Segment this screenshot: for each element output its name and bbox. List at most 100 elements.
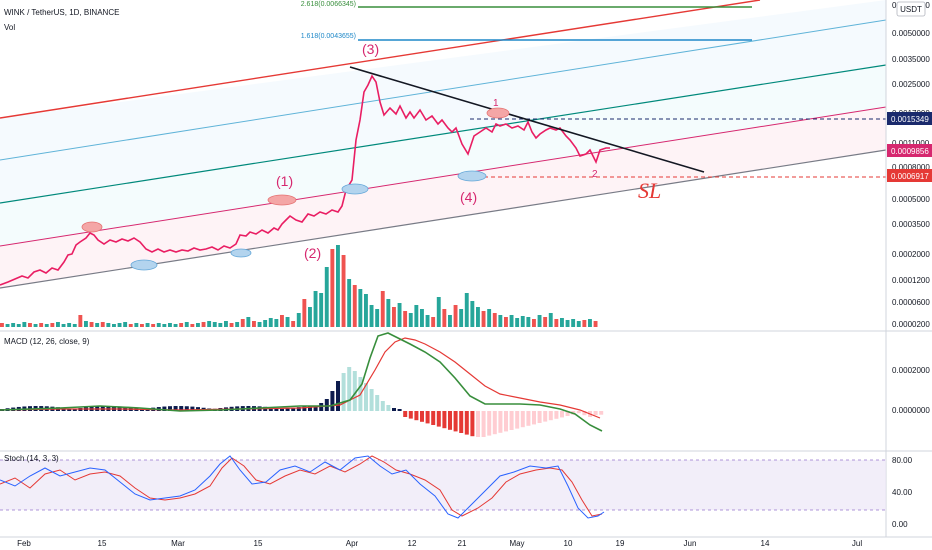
volume-bar — [240, 319, 245, 327]
volume-bar — [252, 321, 256, 327]
wave-3-label: (3) — [362, 41, 379, 57]
descending-trendline[interactable] — [349, 66, 705, 173]
time-axis-label: 21 — [458, 539, 467, 548]
volume-bar — [358, 289, 363, 327]
macd-histogram-bar — [341, 373, 346, 411]
volume-legend[interactable]: Vol — [4, 23, 15, 32]
volume-bar — [425, 315, 430, 327]
channel-fill-lower — [0, 107, 886, 288]
price-axis-label: 0.0002000 — [892, 250, 930, 259]
volume-bar — [173, 324, 178, 327]
symbol-title[interactable]: WINK / TetherUS, 1D, BINANCE — [4, 8, 119, 17]
volume-bar — [22, 322, 27, 327]
price-tag-label: 0.0006917 — [891, 172, 929, 181]
volume-bar — [476, 307, 480, 327]
macd-histogram-bar — [425, 411, 430, 424]
upper-mid-channel-line[interactable] — [0, 19, 887, 161]
price-axis-label: 0.0011000 — [892, 139, 930, 148]
price-series-line[interactable] — [0, 74, 610, 286]
pivot-low-marker[interactable] — [130, 259, 158, 271]
macd-histogram-bar — [593, 411, 598, 416]
stoch-d-line[interactable] — [0, 455, 603, 517]
volume-bar — [459, 309, 464, 327]
price-axis-label: 0.0005000 — [892, 195, 930, 204]
volume-bar — [207, 321, 212, 327]
price-axis-label: 0.0025000 — [892, 80, 930, 89]
macd-histogram-bar — [464, 411, 469, 435]
volume-bar — [28, 323, 32, 327]
mid-channel-line[interactable] — [0, 64, 887, 204]
minor-wave-1-label: 1 — [493, 98, 499, 109]
stoch-axis-label: 40.00 — [892, 488, 913, 497]
pivot-high-marker[interactable] — [267, 194, 297, 206]
volume-bar — [408, 313, 413, 327]
volume-bar — [179, 323, 184, 327]
time-axis-label: Jun — [684, 539, 697, 548]
volume-bar — [212, 322, 217, 327]
time-axis-label: 19 — [616, 539, 625, 548]
volume-bar — [112, 324, 116, 327]
volume-bar — [431, 317, 436, 327]
pivot-low-marker[interactable] — [230, 248, 252, 258]
volume-bar — [50, 323, 55, 327]
volume-bar — [515, 318, 520, 327]
pivot-low-marker[interactable] — [341, 183, 369, 195]
volume-bar — [156, 323, 161, 327]
volume-bar — [184, 322, 189, 327]
volume-bar — [16, 324, 21, 327]
price-axis-label: 0.0003500 — [892, 220, 930, 229]
macd-histogram-bar — [565, 411, 570, 416]
macd-histogram-bar — [554, 411, 559, 419]
macd-histogram-bar — [560, 411, 564, 418]
macd-legend[interactable]: MACD (12, 26, close, 9) — [4, 337, 90, 346]
macd-histogram-bar — [274, 408, 279, 411]
volume-bars — [0, 245, 598, 327]
volume-bar — [593, 321, 598, 327]
volume-bar — [89, 322, 94, 327]
price-axis-label: 0.0035000 — [892, 55, 930, 64]
macd-histogram-bar — [532, 411, 536, 425]
volume-bar — [61, 324, 66, 327]
volume-bar — [526, 317, 531, 327]
pivot-low-marker[interactable] — [457, 170, 487, 182]
macd-histogram-bar — [313, 407, 318, 411]
price-axis[interactable]: 0.00700000.00500000.00350000.00250000.00… — [892, 1, 930, 329]
currency-button[interactable]: USDT — [900, 5, 922, 14]
upper-channel-line[interactable] — [0, 0, 761, 119]
volume-bar — [520, 316, 525, 327]
price-axis-tags: 0.0015349 0.0009856 0.0006917 — [887, 112, 932, 182]
volume-bar — [448, 315, 452, 327]
macd-histogram-bar — [408, 411, 413, 419]
price-axis-label: 0.0000600 — [892, 298, 930, 307]
volume-bar — [543, 317, 548, 327]
macd-line[interactable] — [0, 332, 603, 432]
stoch-legend[interactable]: Stoch (14, 3, 3) — [4, 454, 59, 463]
volume-bar — [319, 293, 324, 327]
macd-histogram-bar — [487, 411, 492, 436]
macd-histogram-bar — [548, 411, 553, 421]
volume-bar — [352, 285, 357, 327]
pivot-high-marker[interactable] — [486, 107, 510, 119]
lower-mid-channel-line[interactable] — [0, 106, 887, 247]
volume-bar — [268, 318, 273, 327]
macd-histogram-bar — [285, 408, 290, 411]
macd-histogram-bar — [582, 411, 587, 416]
volume-bar — [274, 319, 279, 327]
volume-bar — [481, 311, 486, 327]
time-axis[interactable]: Feb 15 Mar 15 Apr 12 21 May 10 19 Jun 14 Jul — [17, 539, 862, 548]
macd-histogram-bar — [386, 405, 391, 411]
volume-bar — [369, 305, 374, 327]
pivot-high-marker[interactable] — [81, 221, 103, 233]
stoch-k-line[interactable] — [0, 455, 605, 519]
stoch-band — [0, 460, 886, 510]
volume-bar — [537, 315, 542, 327]
currency-button-frame[interactable] — [896, 1, 926, 17]
volume-bar — [123, 322, 128, 327]
volume-bar — [442, 309, 447, 327]
volume-bar — [576, 321, 581, 327]
volume-bar — [218, 323, 223, 327]
macd-histogram-bar — [397, 409, 402, 411]
macd-histogram-bar — [436, 411, 441, 427]
volume-bar — [453, 305, 458, 327]
